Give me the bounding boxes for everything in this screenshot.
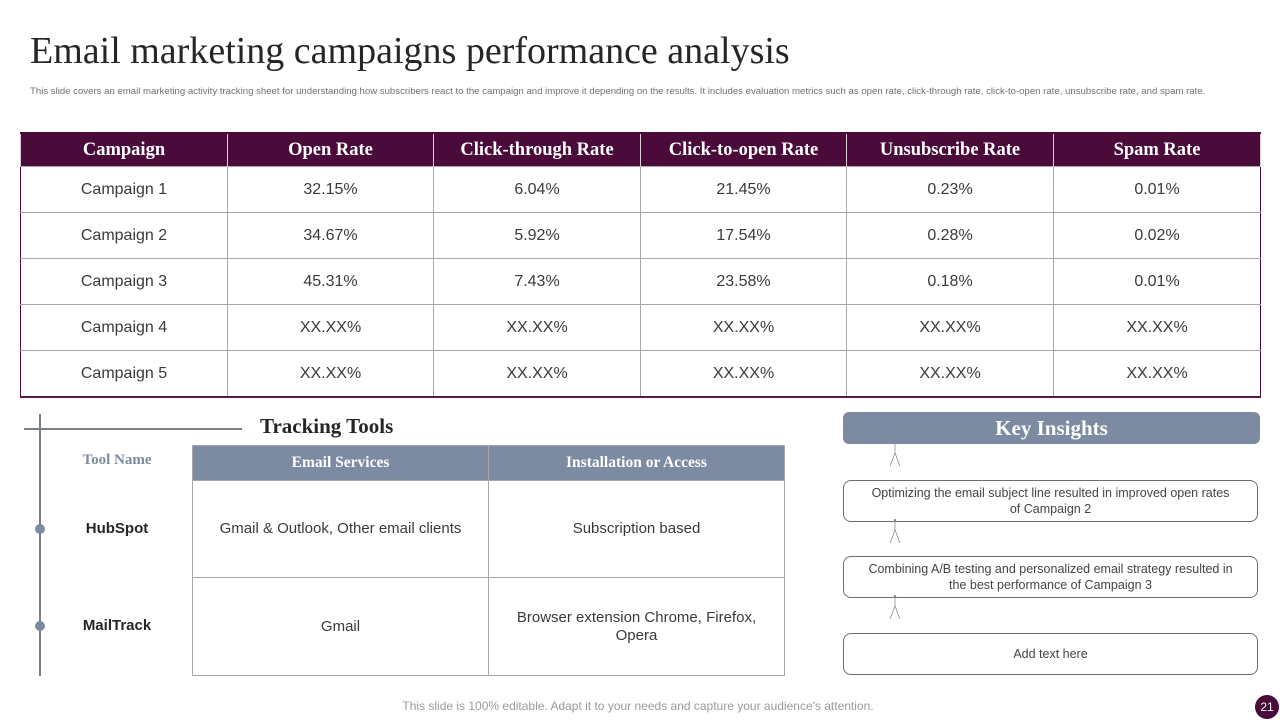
cell-spam-rate: 0.01% bbox=[1053, 258, 1261, 305]
tracking-tools-table: Email Services Installation or Access Gm… bbox=[192, 445, 785, 676]
tracking-tools-title: Tracking Tools bbox=[260, 414, 394, 438]
column-header-email-services: Email Services bbox=[192, 445, 489, 481]
cell-click-through-rate: 7.43% bbox=[433, 258, 641, 305]
column-header-click-through-rate: Click-through Rate bbox=[433, 132, 641, 167]
cell-open-rate: 45.31% bbox=[227, 258, 434, 305]
cell-unsubscribe-rate: XX.XX% bbox=[846, 304, 1054, 351]
cell-click-through-rate: 5.92% bbox=[433, 212, 641, 259]
cell-campaign: Campaign 2 bbox=[20, 212, 228, 259]
cell-unsubscribe-rate: 0.23% bbox=[846, 166, 1054, 213]
performance-table: Campaign Open Rate Click-through Rate Cl… bbox=[20, 132, 1261, 398]
timeline-dot bbox=[35, 524, 45, 534]
insight-item: Add text here bbox=[843, 633, 1258, 675]
slide-title: Email marketing campaigns performance an… bbox=[30, 30, 790, 72]
timeline-vertical-line bbox=[39, 414, 41, 676]
slide-description: This slide covers an email marketing act… bbox=[30, 86, 1206, 97]
insight-text: Optimizing the email subject line result… bbox=[871, 486, 1230, 516]
cell-unsubscribe-rate: 0.28% bbox=[846, 212, 1054, 259]
connector-arrow-icon bbox=[889, 595, 901, 619]
table-row: Campaign 4 XX.XX% XX.XX% XX.XX% XX.XX% X… bbox=[20, 304, 1261, 351]
connector-arrow-icon bbox=[889, 519, 901, 543]
page-number-badge: 21 bbox=[1255, 695, 1279, 719]
cell-campaign: Campaign 5 bbox=[20, 350, 228, 398]
performance-table-header: Campaign Open Rate Click-through Rate Cl… bbox=[20, 132, 1261, 167]
column-header-spam-rate: Spam Rate bbox=[1053, 132, 1261, 167]
insight-text: Combining A/B testing and personalized e… bbox=[868, 562, 1233, 592]
cell-click-through-rate: XX.XX% bbox=[433, 304, 641, 351]
timeline-horizontal-line bbox=[24, 428, 242, 430]
cell-spam-rate: 0.02% bbox=[1053, 212, 1261, 259]
cell-click-to-open-rate: 21.45% bbox=[640, 166, 847, 213]
table-row: Campaign 1 32.15% 6.04% 21.45% 0.23% 0.0… bbox=[20, 166, 1261, 213]
cell-unsubscribe-rate: 0.18% bbox=[846, 258, 1054, 305]
cell-spam-rate: XX.XX% bbox=[1053, 304, 1261, 351]
column-header-unsubscribe-rate: Unsubscribe Rate bbox=[846, 132, 1054, 167]
insight-item: Optimizing the email subject line result… bbox=[843, 480, 1258, 522]
tool-name-hubspot: HubSpot bbox=[85, 520, 149, 537]
table-row: Gmail & Outlook, Other email clients Sub… bbox=[192, 480, 785, 578]
cell-access: Browser extension Chrome, Firefox, Opera bbox=[488, 577, 785, 676]
timeline-dot bbox=[35, 621, 45, 631]
tool-name-mailtrack: MailTrack bbox=[82, 617, 152, 634]
cell-email-services: Gmail bbox=[192, 577, 489, 676]
column-header-installation-access: Installation or Access bbox=[488, 445, 785, 481]
insight-item: Combining A/B testing and personalized e… bbox=[843, 556, 1258, 598]
cell-email-services: Gmail & Outlook, Other email clients bbox=[192, 480, 489, 578]
cell-click-to-open-rate: XX.XX% bbox=[640, 304, 847, 351]
tools-table-header: Email Services Installation or Access bbox=[192, 445, 785, 481]
cell-open-rate: 34.67% bbox=[227, 212, 434, 259]
insight-text: Add text here bbox=[1013, 647, 1088, 661]
cell-open-rate: XX.XX% bbox=[227, 304, 434, 351]
cell-open-rate: 32.15% bbox=[227, 166, 434, 213]
cell-click-to-open-rate: 23.58% bbox=[640, 258, 847, 305]
tool-name-header: Tool Name bbox=[82, 452, 152, 468]
key-insights-header: Key Insights bbox=[843, 412, 1260, 444]
column-header-open-rate: Open Rate bbox=[227, 132, 434, 167]
cell-click-to-open-rate: XX.XX% bbox=[640, 350, 847, 398]
cell-open-rate: XX.XX% bbox=[227, 350, 434, 398]
cell-spam-rate: 0.01% bbox=[1053, 166, 1261, 213]
table-row: Campaign 5 XX.XX% XX.XX% XX.XX% XX.XX% X… bbox=[20, 350, 1261, 398]
footer-text: This slide is 100% editable. Adapt it to… bbox=[402, 699, 874, 713]
table-row: Gmail Browser extension Chrome, Firefox,… bbox=[192, 577, 785, 676]
cell-campaign: Campaign 4 bbox=[20, 304, 228, 351]
cell-access: Subscription based bbox=[488, 480, 785, 578]
column-header-campaign: Campaign bbox=[20, 132, 228, 167]
table-row: Campaign 2 34.67% 5.92% 17.54% 0.28% 0.0… bbox=[20, 212, 1261, 259]
column-header-click-to-open-rate: Click-to-open Rate bbox=[640, 132, 847, 167]
cell-campaign: Campaign 3 bbox=[20, 258, 228, 305]
cell-click-to-open-rate: 17.54% bbox=[640, 212, 847, 259]
cell-spam-rate: XX.XX% bbox=[1053, 350, 1261, 398]
table-row: Campaign 3 45.31% 7.43% 23.58% 0.18% 0.0… bbox=[20, 258, 1261, 305]
cell-click-through-rate: 6.04% bbox=[433, 166, 641, 213]
cell-campaign: Campaign 1 bbox=[20, 166, 228, 213]
cell-unsubscribe-rate: XX.XX% bbox=[846, 350, 1054, 398]
connector-arrow-icon bbox=[889, 442, 901, 466]
cell-click-through-rate: XX.XX% bbox=[433, 350, 641, 398]
